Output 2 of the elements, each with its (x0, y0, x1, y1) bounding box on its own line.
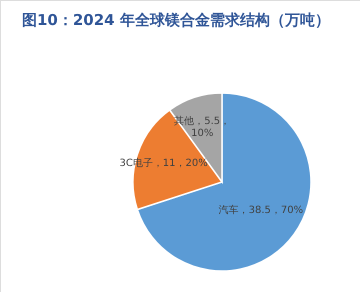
slice-label: 汽车，38.5，70% (218, 204, 304, 216)
chart-title: 图10：2024 年全球镁合金需求结构（万吨） (22, 11, 330, 29)
